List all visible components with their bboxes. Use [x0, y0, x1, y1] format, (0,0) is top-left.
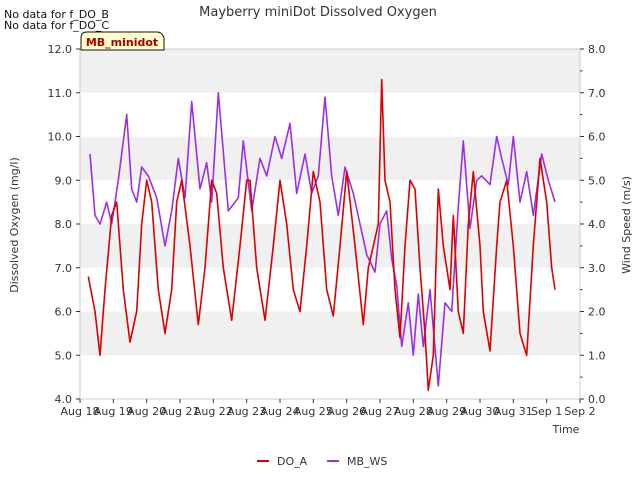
no-data-note-b: No data for f_DO_B	[4, 8, 109, 21]
y-tick-label: 12.0	[48, 43, 73, 56]
x-tick-label: Sep 1	[531, 405, 562, 418]
y2-tick-label: 8.0	[588, 43, 606, 56]
y2-tick-label: 2.0	[588, 306, 606, 319]
x-axis-label: Time	[552, 423, 580, 436]
x-tick-label: Aug 22	[194, 405, 233, 418]
series-layer	[87, 78, 556, 392]
y-axis-left: 4.0 5.0 6.0 7.0 8.0 9.0 10.0 11.0 12.0	[48, 43, 80, 406]
y-tick-label: 8.0	[55, 218, 73, 231]
no-data-note-c: No data for f_DO_C	[4, 19, 109, 32]
y-axis-label: Dissolved Oxygen (mg/l)	[8, 157, 21, 292]
y-tick-label: 6.0	[55, 306, 73, 319]
legend: DO_A MB_WS	[257, 455, 387, 468]
site-badge: MB_minidot	[80, 31, 165, 51]
y2-axis-label: Wind Speed (m/s)	[620, 176, 633, 274]
site-badge-label: MB_minidot	[86, 36, 158, 49]
x-tick-label: Aug 28	[394, 405, 433, 418]
y-axis-right: 0.0 1.0 2.0 3.0 4.0 5.0 6.0 7.0 8.0	[580, 43, 606, 406]
x-tick-label: Aug 25	[294, 405, 333, 418]
y2-tick-label: 6.0	[588, 131, 606, 144]
y2-tick-label: 1.0	[588, 349, 606, 362]
y-tick-label: 5.0	[55, 349, 73, 362]
y-tick-label: 11.0	[48, 87, 73, 100]
x-tick-label: Aug 26	[327, 405, 366, 418]
y2-tick-label: 5.0	[588, 174, 606, 187]
x-tick-label: Aug 23	[227, 405, 266, 418]
x-tick-label: Aug 20	[127, 405, 166, 418]
y2-tick-label: 4.0	[588, 218, 606, 231]
grid-band	[80, 49, 580, 93]
y2-tick-label: 3.0	[588, 262, 606, 275]
x-tick-label: Aug 27	[361, 405, 400, 418]
x-tick-label: Aug 29	[427, 405, 466, 418]
legend-label-do-a: DO_A	[277, 455, 308, 468]
x-tick-label: Sep 2	[564, 405, 595, 418]
grid-band	[80, 311, 580, 356]
series-line-do-a	[87, 78, 556, 392]
y-tick-label: 7.0	[55, 262, 73, 275]
series-line-mb-ws	[89, 92, 556, 387]
y-tick-label: 9.0	[55, 174, 73, 187]
y2-tick-label: 7.0	[588, 87, 606, 100]
site-badge-box	[80, 31, 165, 51]
x-tick-label: Aug 24	[261, 405, 300, 418]
y2-tick-label: 0.0	[588, 393, 606, 406]
x-tick-label: Aug 30	[461, 405, 500, 418]
x-tick-label: Aug 18	[61, 405, 100, 418]
grid-bands	[80, 49, 580, 399]
x-tick-label: Aug 31	[494, 405, 533, 418]
x-tick-label: Aug 21	[161, 405, 200, 418]
chart-title: Mayberry miniDot Dissolved Oxygen	[199, 5, 437, 20]
legend-label-mb-ws: MB_WS	[347, 455, 387, 468]
x-tick-label: Aug 19	[94, 405, 133, 418]
y-tick-label: 4.0	[55, 393, 73, 406]
y-tick-label: 10.0	[48, 131, 73, 144]
